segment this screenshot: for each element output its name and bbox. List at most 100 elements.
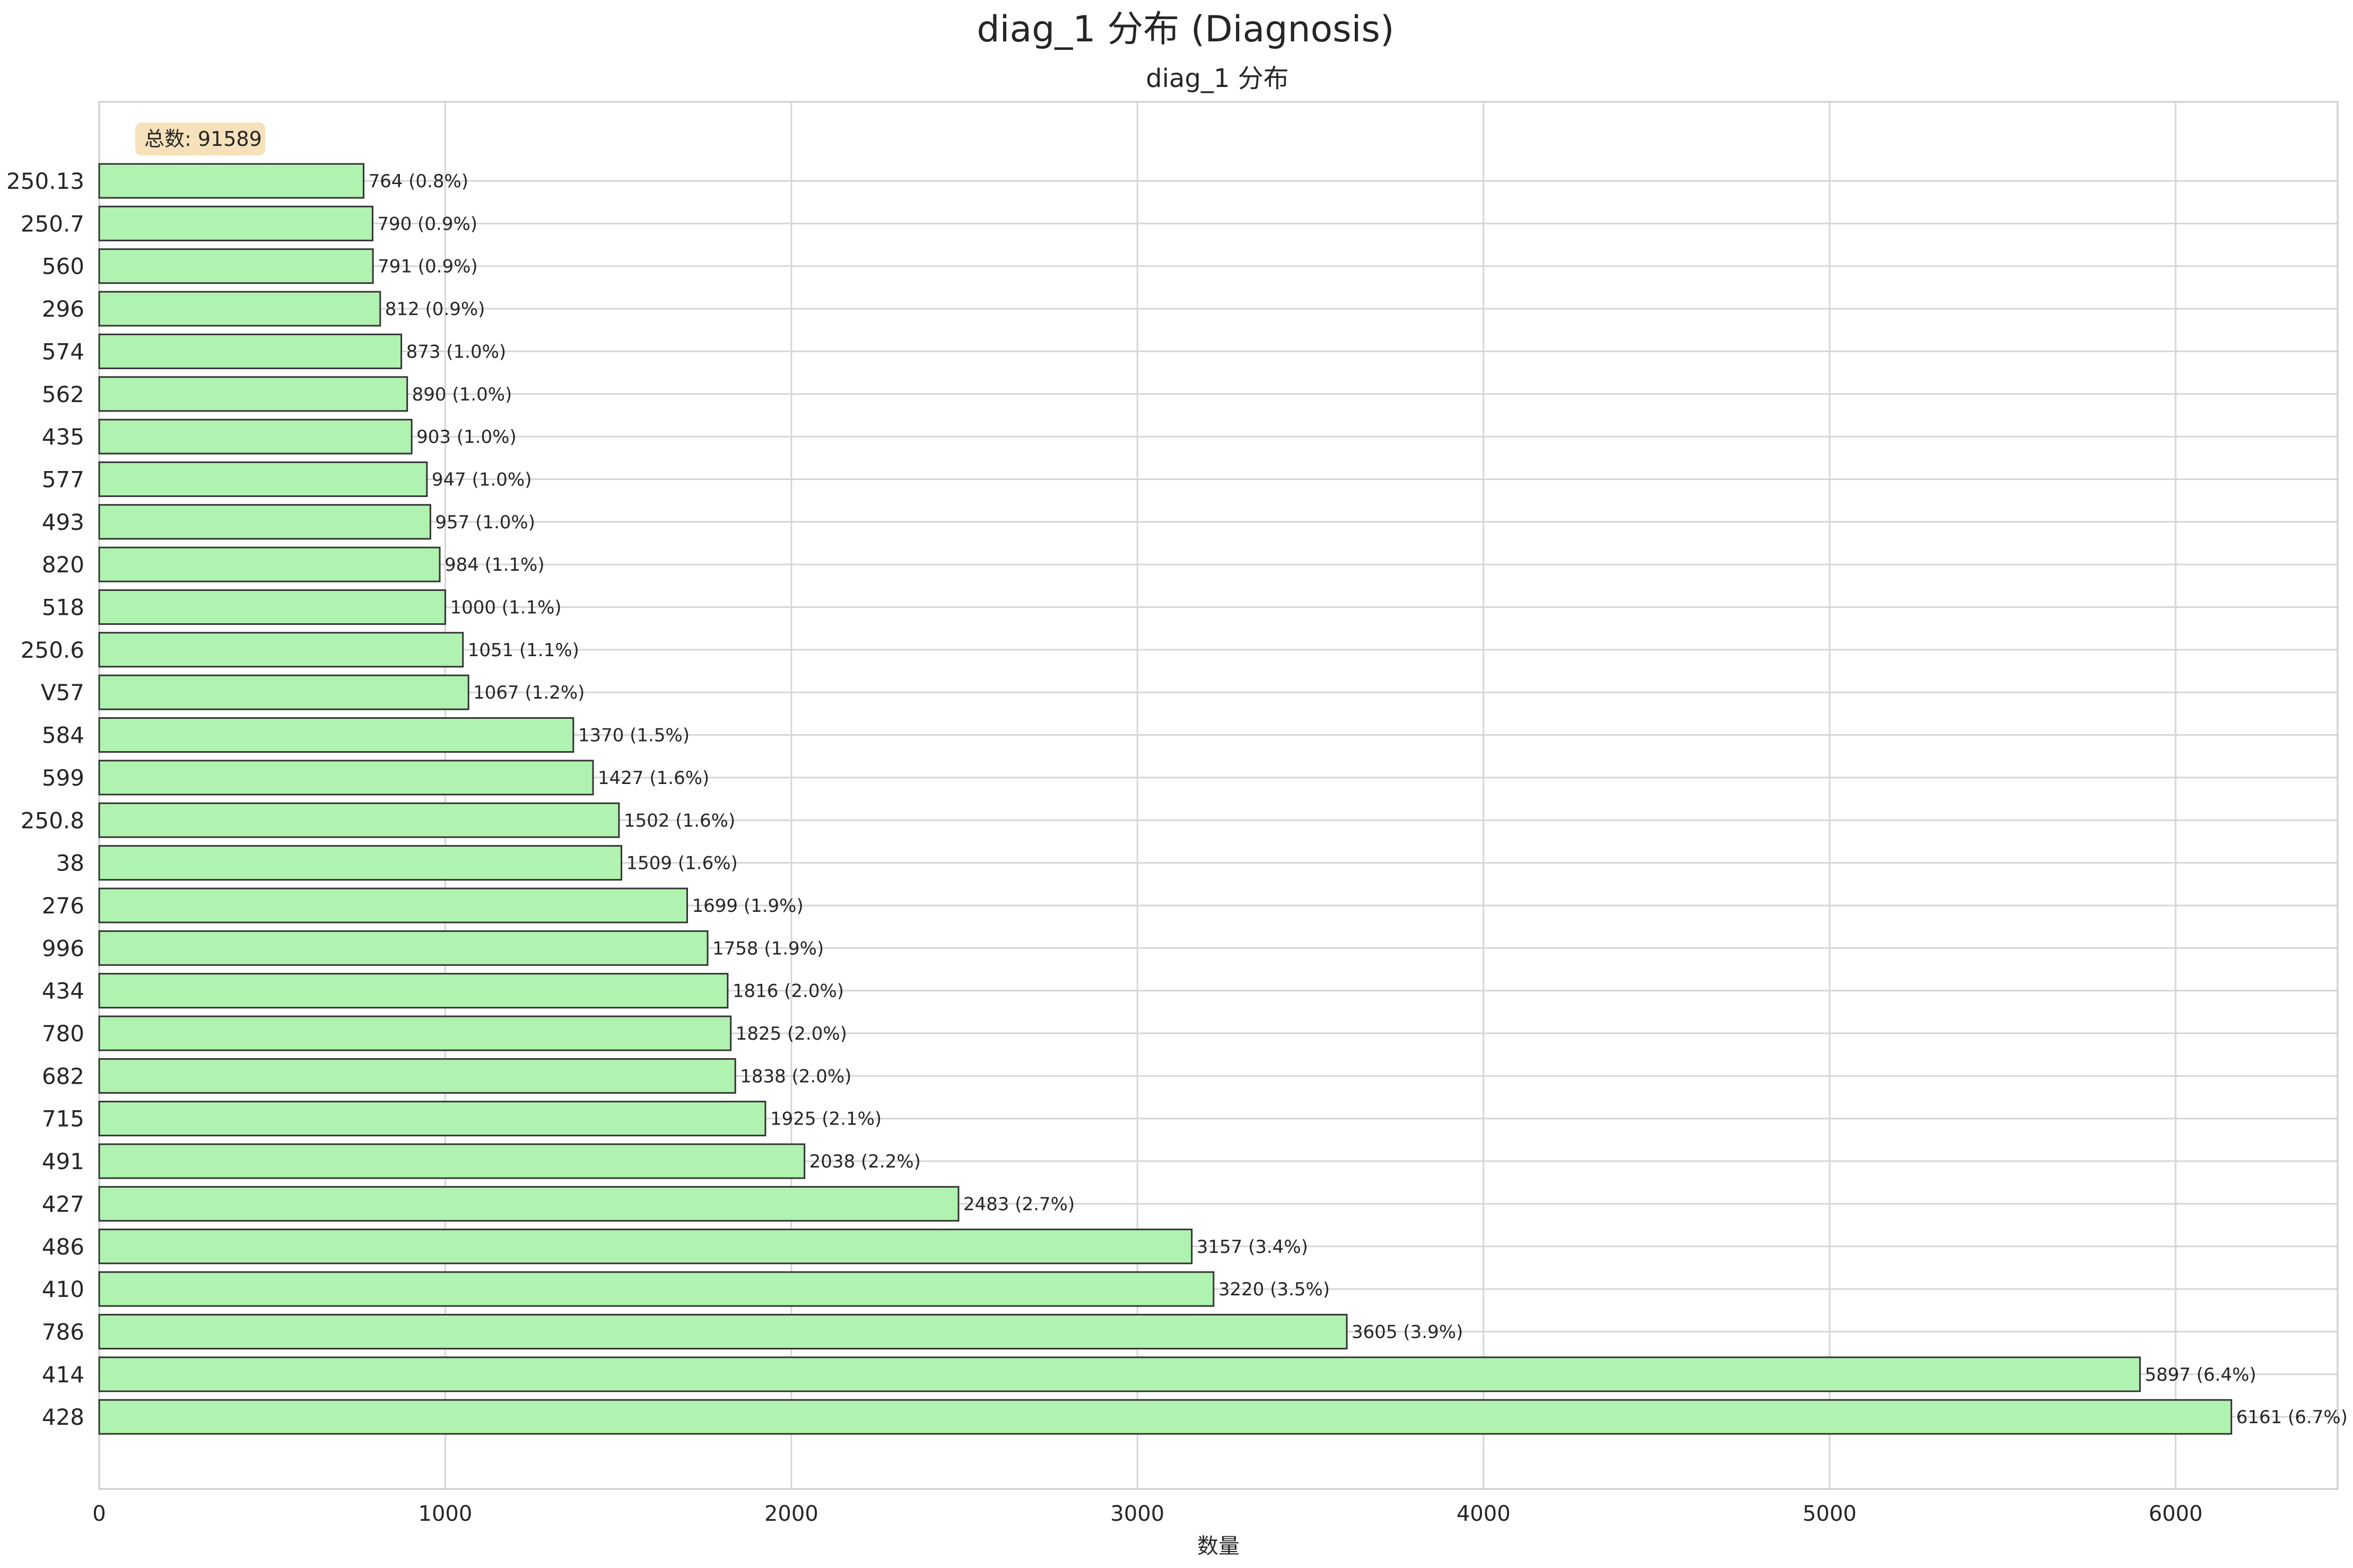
data-label: 1825 (2.0%) xyxy=(736,1023,847,1044)
y-tick-label: 599 xyxy=(42,765,84,791)
data-label: 2483 (2.7%) xyxy=(963,1194,1075,1215)
y-tick-label: 715 xyxy=(42,1106,84,1132)
bar xyxy=(98,802,620,838)
data-label: 3220 (3.5%) xyxy=(1218,1279,1330,1300)
chart-title: diag_1 分布 xyxy=(1146,64,1289,93)
total-annotation-box xyxy=(135,123,265,155)
y-tick-label: 435 xyxy=(42,424,84,450)
y-tick-label: 250.13 xyxy=(6,168,84,194)
y-tick-label: V57 xyxy=(41,680,84,705)
data-label: 3157 (3.4%) xyxy=(1197,1236,1308,1258)
bar xyxy=(98,887,689,924)
x-tick-label: 3000 xyxy=(1110,1502,1164,1526)
y-tick-label: 427 xyxy=(42,1191,84,1217)
y-tick-label: 414 xyxy=(42,1362,84,1388)
y-tick-label: 584 xyxy=(42,722,84,748)
grid xyxy=(98,102,2338,1489)
data-label: 957 (1.0%) xyxy=(435,512,535,533)
bar xyxy=(98,1399,2233,1435)
data-labels: 764 (0.8%) 790 (0.9%) 791 (0.9%) 812 (0.9%)… xyxy=(368,171,2347,1428)
data-label: 791 (0.9%) xyxy=(378,256,478,277)
x-tick-label: 0 xyxy=(92,1502,106,1526)
bar xyxy=(98,291,381,327)
bar xyxy=(98,376,408,412)
bar xyxy=(98,1229,1193,1265)
x-axis-label: 数量 xyxy=(1197,1534,1240,1558)
bar xyxy=(98,504,431,540)
y-tick-label: 250.6 xyxy=(21,637,84,663)
bar xyxy=(98,1271,1215,1307)
bar xyxy=(98,1356,2141,1392)
bar xyxy=(98,930,709,966)
bar xyxy=(98,1313,1348,1349)
data-label: 1758 (1.9%) xyxy=(712,938,824,959)
plot-frame xyxy=(98,101,2339,1490)
data-label: 1370 (1.5%) xyxy=(578,725,690,746)
data-label: 1427 (1.6%) xyxy=(598,768,709,789)
bar xyxy=(98,163,364,199)
bar xyxy=(98,419,413,455)
data-label: 812 (0.9%) xyxy=(385,299,485,320)
y-tick-label: 38 xyxy=(56,850,84,876)
x-tick-label: 4000 xyxy=(1457,1502,1511,1526)
x-tick-label: 5000 xyxy=(1802,1502,1857,1526)
bar xyxy=(98,1015,732,1051)
bar xyxy=(98,1101,766,1137)
data-label: 1509 (1.6%) xyxy=(626,853,738,874)
y-tick-label: 574 xyxy=(42,338,84,364)
data-label: 984 (1.1%) xyxy=(445,554,545,576)
y-axis-tick-labels: 250.13 250.7 560 296 574 562 435 577 493 820 518 25… xyxy=(6,168,84,1430)
y-tick-label: 296 xyxy=(42,296,84,322)
data-label: 1000 (1.1%) xyxy=(450,597,561,619)
x-tick-label: 2000 xyxy=(764,1502,818,1526)
bar xyxy=(98,1186,960,1222)
y-tick-label: 276 xyxy=(42,893,84,919)
bar xyxy=(98,760,594,796)
bar xyxy=(98,973,729,1009)
x-tick-label: 1000 xyxy=(419,1502,473,1526)
bar xyxy=(98,333,403,369)
bar xyxy=(98,845,623,881)
y-tick-label: 491 xyxy=(42,1148,84,1174)
data-label: 764 (0.8%) xyxy=(368,171,468,192)
y-tick-label: 996 xyxy=(42,935,84,961)
y-tick-label: 250.7 xyxy=(21,211,84,237)
y-tick-label: 518 xyxy=(42,595,84,621)
bar xyxy=(98,1058,736,1094)
bar xyxy=(98,632,464,668)
bar xyxy=(98,205,373,241)
bar xyxy=(98,546,441,582)
data-label: 947 (1.0%) xyxy=(432,469,532,490)
y-tick-label: 250.8 xyxy=(21,807,84,833)
data-label: 1838 (2.0%) xyxy=(740,1066,851,1087)
y-tick-label: 780 xyxy=(42,1021,84,1047)
data-label: 1067 (1.2%) xyxy=(473,682,585,703)
data-label: 1699 (1.9%) xyxy=(692,895,804,917)
bar xyxy=(98,1143,806,1179)
data-label: 1051 (1.1%) xyxy=(468,640,579,661)
bar xyxy=(98,674,469,710)
total-annotation: 总数: 91589 xyxy=(135,123,265,155)
y-tick-label: 820 xyxy=(42,552,84,578)
data-label: 1502 (1.6%) xyxy=(624,810,735,831)
y-tick-label: 560 xyxy=(42,254,84,280)
y-tick-label: 428 xyxy=(42,1404,84,1430)
bar xyxy=(98,248,374,284)
y-tick-label: 434 xyxy=(42,978,84,1004)
y-tick-label: 577 xyxy=(42,466,84,492)
data-label: 2038 (2.2%) xyxy=(809,1151,921,1172)
bar xyxy=(98,717,574,753)
y-tick-label: 493 xyxy=(42,509,84,535)
y-tick-label: 682 xyxy=(42,1063,84,1089)
bars xyxy=(98,163,2233,1435)
total-annotation-text: 总数: 91589 xyxy=(144,127,262,151)
data-label: 890 (1.0%) xyxy=(412,384,512,405)
x-tick-label: 6000 xyxy=(2149,1502,2203,1526)
data-label: 1925 (2.1%) xyxy=(770,1109,882,1130)
data-label: 790 (0.9%) xyxy=(377,213,477,234)
y-tick-label: 486 xyxy=(42,1234,84,1260)
bar xyxy=(98,589,446,625)
data-label: 6161 (6.7%) xyxy=(2236,1407,2348,1428)
